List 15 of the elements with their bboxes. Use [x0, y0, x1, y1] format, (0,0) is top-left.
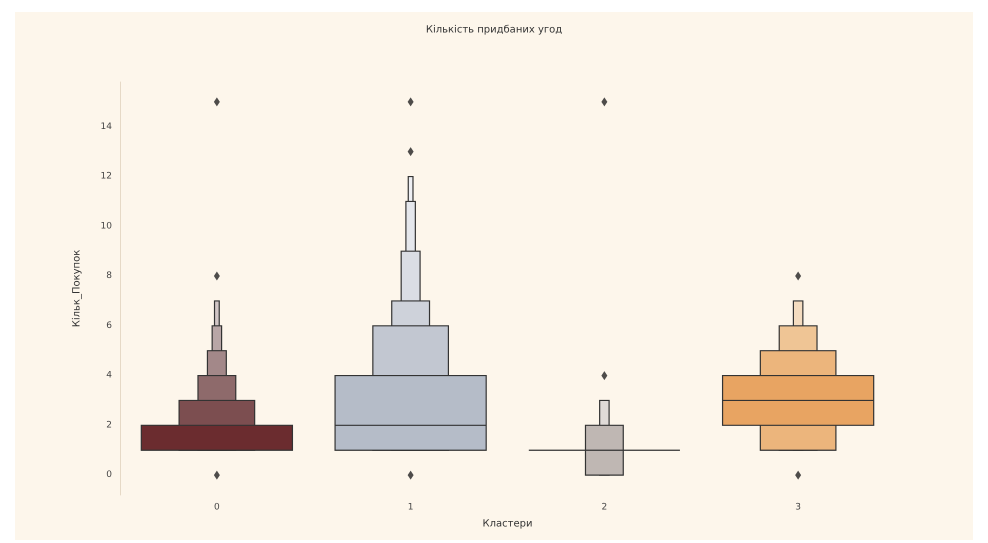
- y-axis-title: Кільк_Покупок: [72, 250, 82, 328]
- y-tick-label: 8: [106, 271, 112, 282]
- chart-title: Кількість придбаних угод: [426, 24, 562, 36]
- y-tick-label: 6: [106, 320, 112, 331]
- y-tick-label: 4: [106, 370, 112, 381]
- y-tick-label: 12: [100, 172, 112, 182]
- y-tick-label: 10: [100, 221, 112, 232]
- y-tick-label: 2: [106, 420, 112, 430]
- y-tick-label: 0: [106, 470, 112, 480]
- y-tick-label: 14: [100, 122, 112, 132]
- x-tick-label: 3: [795, 502, 801, 512]
- x-tick-label: 2: [602, 502, 608, 512]
- x-tick-label: 0: [214, 502, 220, 512]
- x-tick-label: 1: [408, 502, 414, 512]
- x-axis-title: Кластери: [482, 518, 532, 530]
